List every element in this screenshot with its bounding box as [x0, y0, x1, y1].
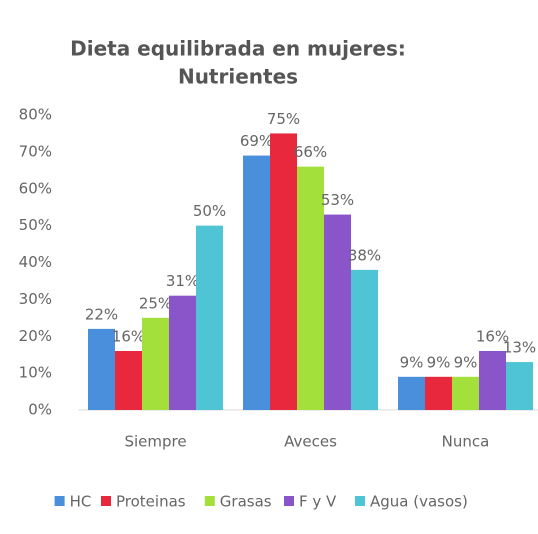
chart-title: Nutrientes [178, 65, 298, 89]
data-label: 13% [503, 339, 536, 357]
bar [425, 376, 452, 410]
bar [169, 295, 196, 410]
x-tick-label: Siempre [124, 433, 186, 451]
data-label: 25% [139, 294, 172, 312]
bar [88, 328, 115, 410]
data-label: 9% [454, 353, 478, 371]
data-label: 9% [427, 353, 451, 371]
bar [324, 214, 351, 410]
bar [398, 376, 425, 410]
legend-label: HC [70, 493, 92, 511]
bar [452, 376, 479, 410]
data-label: 66% [294, 143, 327, 161]
bar [243, 155, 270, 410]
x-tick-label: Aveces [284, 433, 337, 451]
bar [506, 362, 533, 410]
bar [479, 351, 506, 410]
data-label: 16% [112, 328, 145, 346]
data-label: 69% [240, 132, 273, 150]
legend-swatch [355, 496, 365, 506]
data-label: 53% [321, 191, 354, 209]
bar [115, 351, 142, 410]
y-tick-label: 0% [28, 401, 52, 419]
legend-label: F y V [299, 493, 337, 511]
data-label: 50% [193, 202, 226, 220]
data-label: 38% [348, 246, 381, 264]
y-tick-label: 40% [19, 253, 52, 271]
legend-swatch [54, 496, 65, 506]
legend-swatch [284, 496, 294, 506]
legend-label: Grasas [220, 493, 272, 511]
bar [297, 166, 324, 410]
legend-swatch [204, 496, 215, 506]
bar [196, 225, 223, 410]
legend-label: Agua (vasos) [370, 493, 468, 511]
legend-label: Proteinas [116, 493, 186, 511]
bar [142, 317, 169, 410]
chart-title: Dieta equilibrada en mujeres: [70, 37, 406, 61]
data-label: 9% [400, 353, 424, 371]
bar [351, 269, 378, 410]
y-tick-label: 50% [19, 216, 52, 234]
y-tick-label: 10% [19, 364, 52, 382]
bar [270, 133, 297, 410]
y-tick-label: 60% [19, 179, 52, 197]
data-label: 75% [267, 110, 300, 128]
y-tick-label: 70% [19, 142, 52, 160]
data-label: 22% [85, 305, 118, 323]
y-tick-label: 80% [19, 106, 52, 124]
data-label: 31% [166, 272, 199, 290]
x-tick-label: Nunca [442, 433, 490, 451]
legend-swatch [101, 496, 111, 506]
y-tick-label: 20% [19, 327, 52, 345]
data-label: 16% [476, 328, 509, 346]
y-tick-label: 30% [19, 290, 52, 308]
